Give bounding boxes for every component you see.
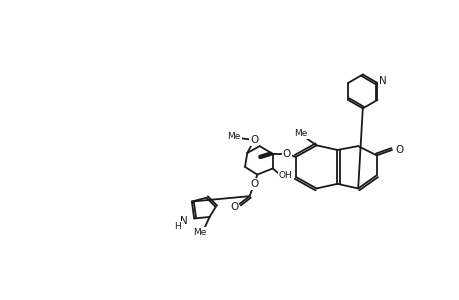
Text: Me: Me [192, 228, 206, 237]
Text: O: O [250, 135, 258, 145]
Text: O: O [395, 145, 403, 155]
Text: OH: OH [278, 171, 292, 180]
Text: O: O [250, 179, 258, 189]
Text: N: N [378, 76, 386, 86]
Text: Me: Me [294, 129, 307, 138]
Text: H: H [174, 222, 181, 231]
Text: Me: Me [227, 132, 241, 141]
Text: O: O [282, 149, 290, 159]
Text: N: N [180, 216, 188, 226]
Text: O: O [230, 202, 238, 212]
